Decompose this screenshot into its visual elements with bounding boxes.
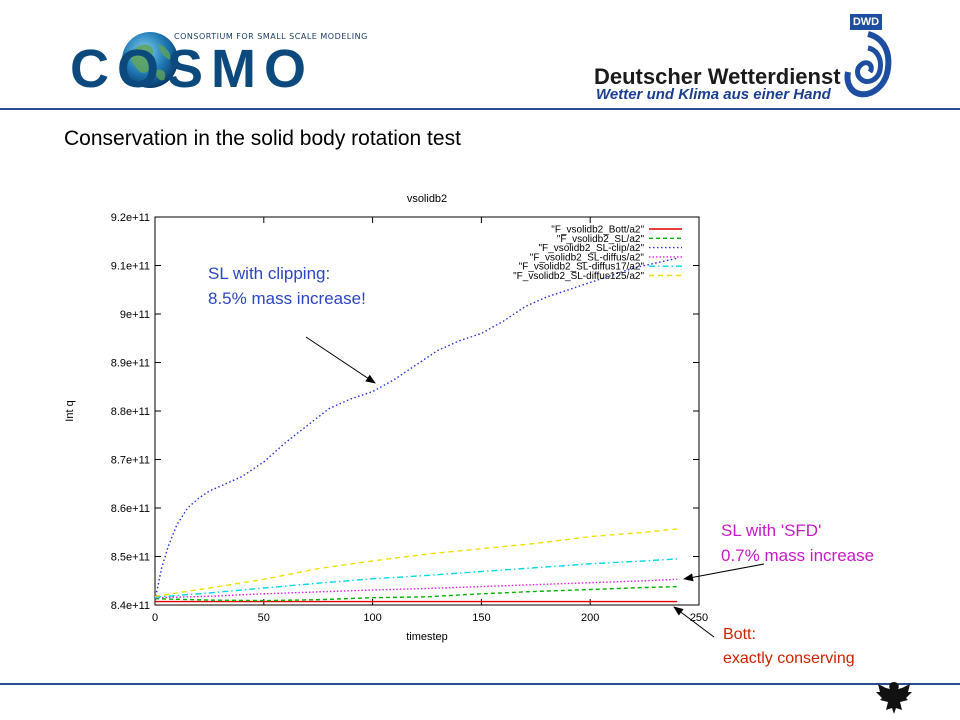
- legend-label-1: "F_vsolidb2_Bott/a2": [551, 225, 644, 236]
- clip-annotation-line1: SL with clipping:: [208, 264, 331, 283]
- x-axis-label: timestep: [406, 631, 448, 643]
- sfd-annotation: SL with 'SFD' 0.7% mass increase: [721, 518, 874, 568]
- chart-title: vsolidb2: [407, 193, 447, 205]
- dwd-tagline: Wetter und Klima aus einer Hand: [596, 86, 831, 103]
- y-tick-label: 8.4e+11: [111, 600, 150, 612]
- slide-title: Conservation in the solid body rotation …: [64, 127, 461, 150]
- clip-annotation-line2: 8.5% mass increase!: [208, 289, 366, 308]
- consortium-text: CONSORTIUM FOR SMALL SCALE MODELING: [174, 32, 368, 41]
- y-tick-label: 9.2e+11: [111, 212, 150, 224]
- bott-annotation-line2: exactly conserving: [723, 650, 855, 667]
- y-tick-label: 8.8e+11: [111, 406, 150, 418]
- legend-label-5: "F_vsolidb2_SL-diffus17/a2": [519, 262, 645, 273]
- x-tick-label: 100: [363, 612, 381, 624]
- dwd-badge-text: DWD: [852, 16, 880, 28]
- cosmo-logo: CONSORTIUM FOR SMALL SCALE MODELING COSM…: [68, 26, 367, 99]
- cosmo-wordmark: COSMO: [70, 38, 314, 100]
- bott-annotation-line1: Bott:: [723, 626, 756, 643]
- bott-annotation: Bott: exactly conserving: [723, 623, 855, 671]
- sfd-arrow: [683, 563, 765, 582]
- cosmo-text: COSMO: [70, 39, 315, 99]
- dwd-name: Deutscher Wetterdienst: [594, 64, 841, 89]
- y-tick-label: 8.5e+11: [111, 552, 150, 564]
- globe-icon: [122, 32, 178, 88]
- y-tick-label: 9.1e+11: [111, 261, 150, 273]
- x-tick-label: 50: [258, 612, 270, 624]
- eagle-icon: [876, 682, 912, 714]
- legend-label-6: "F_vsolidb2_SL-diffus125/a2": [513, 271, 644, 282]
- x-tick-label: 150: [472, 612, 490, 624]
- header-divider: [0, 108, 960, 110]
- x-tick-label: 200: [581, 612, 599, 624]
- clip-arrow: [305, 336, 376, 384]
- y-axis-label: Int q: [64, 400, 76, 421]
- bott-arrow: [673, 606, 715, 638]
- dwd-badge: DWD: [850, 14, 882, 30]
- footer-divider: [0, 683, 960, 685]
- clip-annotation: SL with clipping: 8.5% mass increase!: [208, 261, 366, 311]
- y-tick-label: 9e+11: [120, 309, 150, 321]
- dwd-swirl-icon: [844, 31, 892, 98]
- x-tick-label: 0: [152, 612, 158, 624]
- series-line-5: [154, 558, 678, 598]
- legend-label-4: "F_vsolidb2_SL-diffus/a2": [530, 252, 645, 263]
- dwd-logo: DWD Deutscher Wetterdienst Wetter und Kl…: [594, 14, 924, 103]
- sfd-annotation-line1: SL with 'SFD': [721, 521, 822, 540]
- sfd-annotation-line2: 0.7% mass increase: [721, 546, 875, 565]
- x-tick-label: 250: [690, 612, 708, 624]
- series-line-3: [154, 257, 678, 601]
- y-tick-label: 8.9e+11: [111, 358, 150, 370]
- y-tick-label: 8.7e+11: [111, 455, 150, 467]
- series-line-6: [154, 528, 678, 597]
- y-tick-label: 8.6e+11: [111, 503, 150, 515]
- legend-label-3: "F_vsolidb2_SL-clip/a2": [539, 243, 645, 254]
- legend-label-2: "F_vsolidb2_SL/a2": [557, 234, 645, 245]
